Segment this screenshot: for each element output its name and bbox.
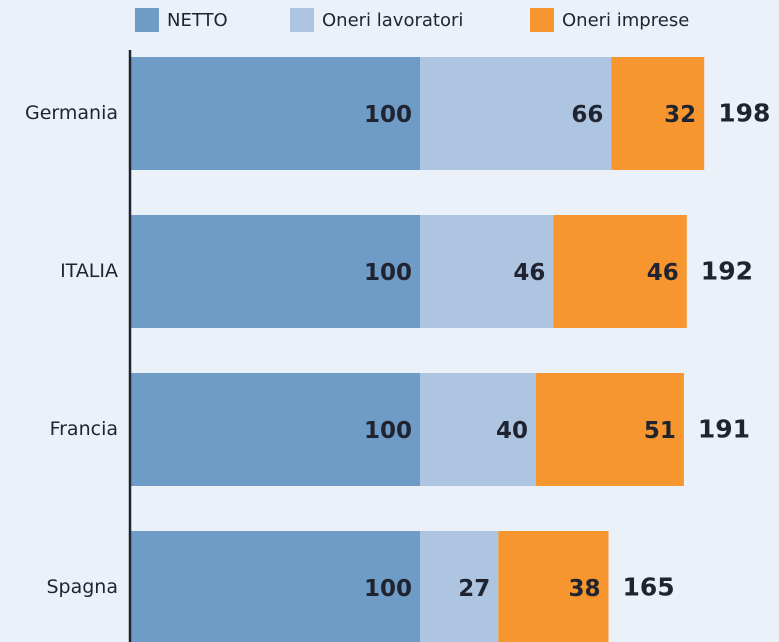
value-label: 100	[364, 576, 412, 602]
value-label: 46	[647, 260, 679, 286]
value-label: 27	[458, 576, 490, 602]
bar-segment	[420, 531, 499, 642]
total-label: 198	[718, 99, 770, 128]
value-label: 100	[364, 260, 412, 286]
bar-segment	[420, 57, 612, 170]
bar-segment	[498, 531, 609, 642]
legend-swatch	[530, 8, 554, 32]
bar-segment	[130, 57, 420, 170]
value-label: 32	[664, 102, 696, 128]
value-label: 40	[496, 418, 528, 444]
bar-segment	[130, 215, 420, 328]
legend-label: NETTO	[167, 10, 228, 31]
bar-segment	[536, 373, 684, 486]
bar-segment	[130, 373, 420, 486]
value-label: 66	[571, 102, 603, 128]
legend-swatch	[135, 8, 159, 32]
value-label: 51	[644, 418, 676, 444]
value-label: 100	[364, 418, 412, 444]
bar-segment	[420, 215, 554, 328]
total-label: 165	[623, 573, 675, 602]
bar-segment	[420, 373, 536, 486]
value-label: 38	[568, 576, 600, 602]
value-label: 46	[513, 260, 545, 286]
category-label: Francia	[50, 418, 118, 440]
category-label: Germania	[25, 102, 118, 124]
bar-segment	[611, 57, 705, 170]
category-label: ITALIA	[60, 260, 118, 282]
bar-segment	[130, 531, 420, 642]
value-label: 100	[364, 102, 412, 128]
bar-segment	[553, 215, 687, 328]
total-label: 191	[698, 415, 750, 444]
legend-label: Oneri lavoratori	[322, 10, 463, 31]
category-label: Spagna	[46, 576, 118, 598]
legend-label: Oneri imprese	[562, 10, 689, 31]
total-label: 192	[701, 257, 753, 286]
legend-swatch	[290, 8, 314, 32]
